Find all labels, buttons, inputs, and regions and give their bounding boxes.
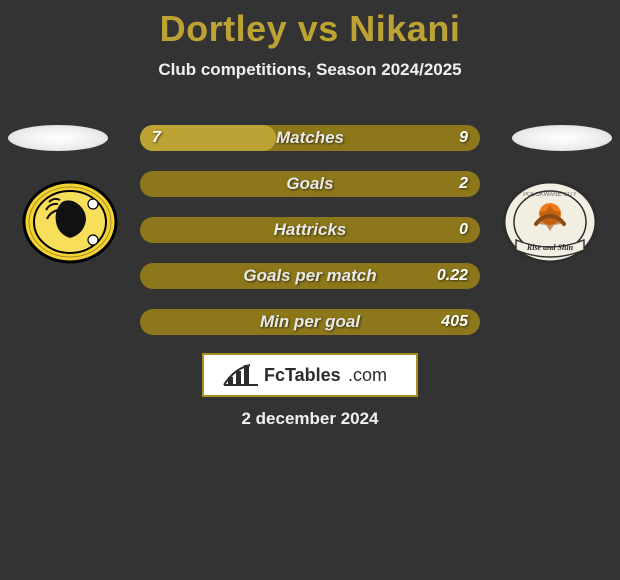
svg-text:FcTables: FcTables bbox=[264, 365, 341, 385]
stat-label: Min per goal bbox=[140, 309, 480, 335]
date-text: 2 december 2024 bbox=[0, 409, 620, 429]
stat-row-goals-per-match: Goals per match 0.22 bbox=[140, 263, 480, 289]
stat-value-right: 0 bbox=[459, 217, 468, 243]
svg-text:Rise and Shin: Rise and Shin bbox=[526, 243, 574, 252]
pedestal-left bbox=[8, 125, 108, 151]
title-vs: vs bbox=[298, 8, 339, 49]
crest-right: Rise and Shin POLOKWANE CITY bbox=[502, 180, 598, 264]
title-player-right: Nikani bbox=[349, 8, 460, 49]
brand-box[interactable]: FcTables .com bbox=[202, 353, 418, 397]
stat-value-right: 2 bbox=[459, 171, 468, 197]
title-player-left: Dortley bbox=[160, 8, 288, 49]
pedestal-right bbox=[512, 125, 612, 151]
crest-left bbox=[22, 180, 118, 264]
stat-value-right: 405 bbox=[441, 309, 468, 335]
page-title: Dortley vs Nikani bbox=[0, 0, 620, 50]
stat-value-right: 9 bbox=[459, 125, 468, 151]
polokwane-city-crest-icon: Rise and Shin POLOKWANE CITY bbox=[502, 180, 598, 264]
svg-text:POLOKWANE CITY: POLOKWANE CITY bbox=[523, 192, 577, 198]
stats-bars: 7 Matches 9 Goals 2 Hattricks 0 Goals pe… bbox=[140, 125, 480, 355]
stat-label: Matches bbox=[140, 125, 480, 151]
kaizer-chiefs-crest-icon bbox=[22, 180, 118, 264]
subtitle: Club competitions, Season 2024/2025 bbox=[0, 60, 620, 80]
stat-row-hattricks: Hattricks 0 bbox=[140, 217, 480, 243]
svg-text:.com: .com bbox=[348, 365, 387, 385]
stat-row-goals: Goals 2 bbox=[140, 171, 480, 197]
fctables-logo-icon: FcTables .com bbox=[210, 357, 410, 393]
stat-label: Hattricks bbox=[140, 217, 480, 243]
stat-label: Goals bbox=[140, 171, 480, 197]
stat-label: Goals per match bbox=[140, 263, 480, 289]
stat-row-min-per-goal: Min per goal 405 bbox=[140, 309, 480, 335]
stat-row-matches: 7 Matches 9 bbox=[140, 125, 480, 151]
stat-value-right: 0.22 bbox=[437, 263, 468, 289]
